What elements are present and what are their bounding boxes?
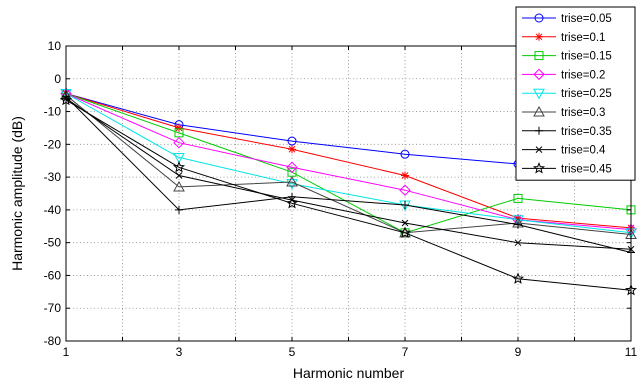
data-point [399, 184, 411, 196]
data-point [401, 200, 409, 209]
data-point [401, 219, 409, 227]
legend-item: trise=0.1 [522, 32, 605, 44]
y-tick-label: -60 [44, 268, 62, 282]
legend-box [515, 6, 636, 181]
y-axis-label: Harmonic amplitude (dB) [9, 116, 25, 271]
data-point [172, 160, 186, 173]
data-point [286, 161, 298, 173]
data-point [175, 123, 183, 132]
legend-label: trise=0.4 [561, 145, 606, 157]
data-point [175, 172, 183, 179]
legend-marker [533, 88, 545, 100]
y-axis-ticks: 10 0 -10 -20 -30 -40 -50 -60 -70 -80 [44, 39, 631, 348]
data-point [288, 145, 296, 154]
series-line [65, 93, 632, 231]
series-line [65, 97, 632, 250]
legend-marker [532, 162, 546, 174]
data-point [513, 193, 523, 203]
x-tick-label: 7 [402, 345, 409, 359]
data-point [398, 226, 412, 238]
data-point [287, 136, 297, 146]
legend-item: trise=0.45 [522, 162, 612, 175]
data-point [512, 215, 524, 226]
data-point [173, 136, 185, 149]
legend-label: trise=0.05 [561, 13, 612, 25]
x-tick-label: 3 [176, 345, 183, 359]
legend-item: trise=0.35 [522, 126, 612, 138]
data-point [286, 179, 298, 190]
legend-label: trise=0.15 [561, 51, 612, 63]
x-tick-label: 5 [289, 345, 296, 359]
data-point [400, 149, 410, 159]
data-point [173, 152, 185, 164]
x-axis-label: Harmonic number [293, 365, 405, 379]
legend-marker [533, 68, 545, 81]
legend-marker [533, 105, 545, 117]
legend-label: trise=0.3 [561, 107, 605, 119]
y-tick-label: 10 [48, 39, 62, 53]
x-tick-label: 1 [63, 345, 70, 359]
y-tick-label: -10 [44, 105, 62, 119]
legend: trise=0.05 trise=0.1 trise=0.15 trise=0.2 tr… [515, 6, 636, 181]
legend-label: trise=0.25 [561, 88, 612, 100]
data-point [514, 220, 522, 229]
legend-item: trise=0.25 [522, 88, 612, 100]
data-point [285, 196, 299, 209]
data-point [514, 239, 522, 247]
data-point [175, 205, 183, 214]
legend-item: trise=0.2 [522, 68, 605, 81]
series-line [65, 93, 632, 234]
series-line [65, 93, 632, 229]
series-line [65, 99, 632, 291]
x-tick-label: 9 [515, 345, 522, 359]
data-point [286, 175, 298, 187]
legend-label: trise=0.2 [561, 69, 605, 81]
legend-item: trise=0.4 [522, 145, 606, 157]
data-point [174, 128, 184, 138]
legend-marker [535, 32, 543, 41]
series-line [65, 93, 632, 234]
y-tick-label: -20 [44, 137, 62, 151]
series-line [65, 96, 632, 253]
data-point [511, 272, 525, 284]
legend-item: trise=0.3 [522, 105, 605, 119]
y-tick-label: -40 [44, 203, 62, 217]
legend-label: trise=0.1 [561, 32, 605, 44]
y-tick-label: -80 [44, 334, 62, 348]
y-tick-label: -50 [44, 236, 62, 250]
legend-marker [535, 126, 543, 135]
y-tick-label: -30 [44, 170, 62, 184]
data-point [401, 171, 409, 180]
legend-label: trise=0.45 [561, 163, 612, 175]
legend-marker [534, 13, 544, 23]
series-line [65, 94, 632, 235]
legend-marker [535, 146, 543, 153]
legend-item: trise=0.05 [522, 13, 612, 25]
x-axis-ticks: 1 3 5 7 9 11 [63, 46, 638, 359]
y-tick-label: -70 [44, 301, 62, 315]
legend-item: trise=0.15 [522, 51, 612, 63]
legend-label: trise=0.35 [561, 126, 612, 138]
x-tick-label: 11 [625, 345, 638, 359]
legend-marker [534, 51, 544, 61]
y-tick-label: 0 [54, 72, 61, 86]
data-point [173, 180, 185, 192]
